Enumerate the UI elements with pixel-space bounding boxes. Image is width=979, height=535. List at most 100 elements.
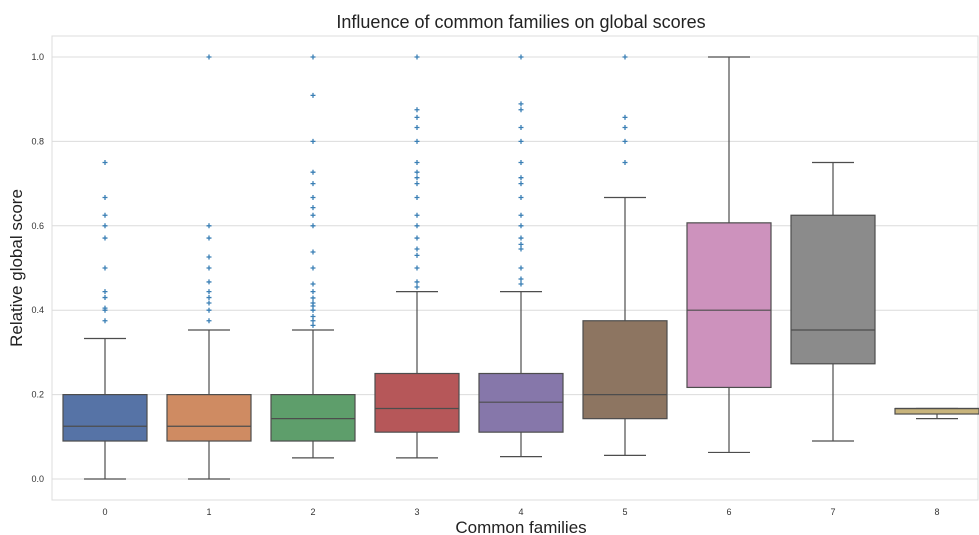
outlier-point <box>310 318 316 324</box>
outlier-point <box>414 252 420 258</box>
outlier-point <box>310 195 316 201</box>
y-tick-label: 0.0 <box>31 474 44 484</box>
outlier-point <box>102 195 108 201</box>
y-tick-label: 0.8 <box>31 136 44 146</box>
outlier-point <box>206 318 212 324</box>
outlier-point <box>310 223 316 229</box>
box-group-0 <box>62 160 148 480</box>
box-group-5 <box>582 54 668 456</box>
box-group-8 <box>894 407 979 420</box>
x-tick-label: 4 <box>518 507 523 517</box>
outlier-point <box>310 205 316 211</box>
outlier-point <box>414 284 420 290</box>
iqr-box <box>166 394 252 442</box>
x-tick-label: 2 <box>310 507 315 517</box>
y-tick-label: 0.2 <box>31 390 44 400</box>
x-tick-label: 3 <box>414 507 419 517</box>
outlier-point <box>622 160 628 165</box>
y-tick-label: 1.0 <box>31 52 44 62</box>
outlier-point <box>310 322 316 328</box>
outlier-point <box>518 223 524 229</box>
outlier-point <box>310 300 316 306</box>
outlier-point <box>518 124 524 130</box>
iqr-box <box>62 394 148 442</box>
x-tick-label: 1 <box>206 507 211 517</box>
outlier-point <box>310 314 316 320</box>
outlier-point <box>414 181 420 187</box>
x-tick-label: 5 <box>622 507 627 517</box>
outlier-point <box>414 265 420 271</box>
outlier-point <box>206 307 212 313</box>
outlier-point <box>206 235 212 241</box>
x-axis-ticks: 0 1 2 3 4 5 6 7 8 <box>102 507 939 517</box>
outlier-point <box>622 54 628 60</box>
box-group-7 <box>790 161 876 442</box>
outlier-point <box>414 279 420 285</box>
outlier-point <box>518 195 524 201</box>
box-group-6 <box>686 56 772 454</box>
outlier-point <box>414 235 420 241</box>
outlier-point <box>102 223 108 229</box>
outlier-point <box>102 212 108 218</box>
outlier-point <box>102 289 108 295</box>
outlier-point <box>310 181 316 187</box>
outlier-point <box>310 295 316 301</box>
outlier-point <box>414 246 420 252</box>
box-group-2 <box>270 54 356 459</box>
outlier-point <box>414 124 420 130</box>
outlier-point <box>518 181 524 187</box>
outlier-point <box>414 195 420 201</box>
outlier-point <box>310 54 316 60</box>
box-series <box>62 54 979 480</box>
outlier-point <box>414 212 420 218</box>
outlier-point <box>414 223 420 229</box>
outlier-point <box>414 138 420 144</box>
iqr-box <box>374 372 460 433</box>
outlier-point <box>622 114 628 120</box>
outlier-point <box>414 160 420 165</box>
outlier-point <box>206 223 212 229</box>
outlier-point <box>622 138 628 144</box>
box-group-3 <box>374 54 460 459</box>
iqr-box <box>894 407 979 415</box>
outlier-point <box>206 295 212 301</box>
outlier-point <box>518 101 524 107</box>
outlier-point <box>310 307 316 313</box>
outlier-point <box>414 114 420 120</box>
y-tick-label: 0.4 <box>31 305 44 315</box>
outlier-point <box>310 138 316 144</box>
outlier-point <box>310 169 316 175</box>
box-group-4 <box>478 54 564 458</box>
outlier-point <box>518 212 524 218</box>
outlier-point <box>310 281 316 287</box>
y-tick-label: 0.6 <box>31 221 44 231</box>
outlier-point <box>414 54 420 60</box>
iqr-box <box>270 394 356 442</box>
outlier-point <box>414 175 420 181</box>
x-tick-label: 0 <box>102 507 107 517</box>
outlier-point <box>102 265 108 271</box>
outlier-point <box>206 54 212 60</box>
outlier-point <box>310 212 316 218</box>
outlier-point <box>310 92 316 98</box>
x-tick-label: 6 <box>726 507 731 517</box>
outlier-point <box>518 246 524 252</box>
outlier-point <box>206 279 212 285</box>
outlier-point <box>206 265 212 271</box>
outlier-point <box>518 265 524 271</box>
y-axis-ticks: 0.0 0.2 0.4 0.6 0.8 1.0 <box>31 52 44 484</box>
outlier-point <box>102 305 108 311</box>
outlier-point <box>102 160 108 165</box>
iqr-box <box>686 222 772 389</box>
outlier-point <box>518 54 524 60</box>
outlier-point <box>518 175 524 181</box>
chart-title: Influence of common families on global s… <box>336 12 705 32</box>
outlier-point <box>310 289 316 295</box>
outlier-point <box>518 138 524 144</box>
plot-frame <box>51 35 979 501</box>
outlier-point <box>102 235 108 241</box>
outlier-point <box>414 107 420 113</box>
iqr-box <box>790 214 876 365</box>
y-axis-label: Relative global score <box>7 189 26 347</box>
